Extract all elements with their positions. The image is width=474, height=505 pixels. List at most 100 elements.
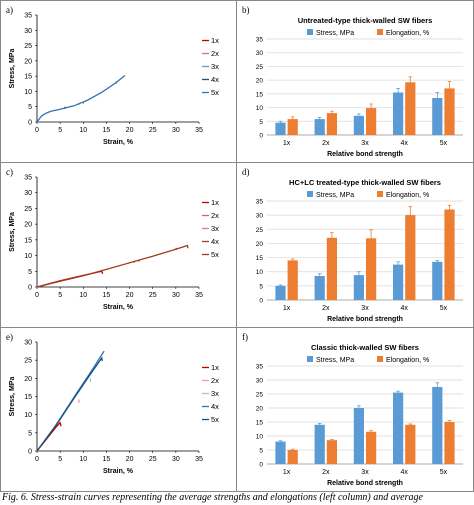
y-tick-label: 0: [259, 298, 263, 305]
x-tick-label: 15: [103, 456, 111, 463]
x-axis-label: Relative bond strength: [327, 480, 403, 487]
panel-c: c) 0 5 10 15 20 25 30 35 0 5 10 15 20 25 30 35 Strain, % S…: [0, 162, 237, 328]
legend-label-2x: 2x: [211, 376, 219, 385]
category-label-5x: 5x: [440, 140, 448, 147]
y-tick-label: 35: [24, 13, 32, 20]
category-label-1x: 1x: [283, 305, 291, 312]
legend-label-elongation: Elongation, %: [386, 357, 429, 364]
legend-label-1x: 1x: [211, 36, 219, 45]
chart-title: HC+LC treated-type thick-walled SW fiber…: [289, 178, 441, 187]
bar-stress-5x: [432, 387, 443, 464]
bar-stress-3x: [353, 115, 364, 135]
y-tick-label: 35: [256, 364, 264, 371]
y-tick-label: 15: [24, 394, 32, 401]
x-tick-label: 20: [126, 127, 134, 134]
x-tick-label: 5: [58, 127, 62, 134]
x-tick-label: 0: [35, 127, 39, 134]
chart-svg-b: b) Untreated-type thick-walled SW fibers S…: [242, 5, 463, 158]
x-tick-label: 30: [172, 456, 180, 463]
y-tick-label: 20: [256, 78, 264, 85]
y-tick-label: 0: [28, 449, 32, 456]
x-tick-label: 20: [126, 292, 134, 299]
legend-label-elongation: Elongation, %: [386, 30, 429, 37]
bar-stress-2x: [314, 276, 325, 300]
x-axis-label: Relative bond strength: [327, 316, 403, 323]
category-label-3x: 3x: [361, 469, 369, 476]
legend-label-stress: Stress, MPa: [316, 192, 354, 199]
x-tick-label: 15: [103, 292, 111, 299]
y-tick-label: 10: [256, 105, 264, 112]
legend-label-1x: 1x: [211, 363, 219, 372]
y-tick-label: 30: [256, 378, 264, 385]
y-tick-label: 20: [24, 58, 32, 65]
x-axis-label: Relative bond strength: [327, 151, 403, 158]
category-label-3x: 3x: [361, 140, 369, 147]
y-tick-label: 0: [28, 120, 32, 127]
legend-swatch-elongation: [377, 191, 383, 197]
x-axis-label: Strain, %: [103, 304, 134, 311]
x-tick-label: 10: [79, 127, 87, 134]
category-label-2x: 2x: [322, 469, 330, 476]
y-tick-label: 25: [256, 64, 264, 71]
y-tick-label: 5: [259, 119, 263, 126]
legend-label-stress: Stress, MPa: [316, 357, 354, 364]
legend-label-2x: 2x: [211, 49, 219, 58]
legend-swatch-elongation: [377, 29, 383, 35]
category-label-5x: 5x: [440, 469, 448, 476]
y-tick-label: 0: [28, 285, 32, 292]
y-tick-label: 10: [24, 253, 32, 260]
y-tick-label: 30: [256, 213, 264, 220]
panel-a: a) 0 5 10 15 20 25 30 35 0 5 10 15 20 25 30 35 Strain, % S…: [0, 0, 237, 163]
bar-stress-1x: [275, 441, 286, 464]
x-tick-label: 25: [149, 456, 157, 463]
bar-stress-3x: [353, 275, 364, 300]
legend-label-3x: 3x: [211, 62, 219, 71]
y-tick-label: 20: [24, 222, 32, 229]
x-tick-label: 35: [195, 456, 203, 463]
chart-title: Untreated-type thick-walled SW fibers: [298, 16, 433, 25]
panel-d: d) HC+LC treated-type thick-walled SW fib…: [236, 162, 474, 328]
bar-elongation-4x: [405, 424, 416, 464]
bar-elongation-2x: [326, 237, 337, 300]
chart-svg-a: a) 0 5 10 15 20 25 30 35 0 5 10 15 20 25 30 35 Strain, % S…: [6, 5, 219, 146]
panel-b: b) Untreated-type thick-walled SW fibers S…: [236, 0, 474, 163]
series-line-4x: [36, 350, 105, 452]
y-tick-label: 35: [256, 37, 264, 44]
y-tick-label: 0: [259, 133, 263, 140]
legend-label-4x: 4x: [211, 237, 219, 246]
x-tick-label: 35: [195, 127, 203, 134]
chart-title: Classic thick-walled SW fibers: [311, 343, 419, 352]
y-tick-label: 0: [259, 462, 263, 469]
legend-label-4x: 4x: [211, 75, 219, 84]
x-axis-label: Strain, %: [103, 468, 134, 475]
y-tick-label: 5: [28, 269, 32, 276]
y-tick-label: 25: [256, 392, 264, 399]
y-tick-label: 10: [24, 89, 32, 96]
x-tick-label: 10: [79, 292, 87, 299]
legend-label-4x: 4x: [211, 402, 219, 411]
legend-label-3x: 3x: [211, 389, 219, 398]
bar-elongation-1x: [287, 119, 298, 135]
bar-elongation-5x: [444, 422, 455, 464]
bar-stress-4x: [393, 392, 404, 464]
series-line-5x: [36, 74, 126, 123]
y-tick-label: 25: [24, 358, 32, 365]
category-label-5x: 5x: [440, 305, 448, 312]
bar-elongation-3x: [366, 431, 377, 464]
category-label-4x: 4x: [400, 305, 408, 312]
y-tick-label: 20: [256, 406, 264, 413]
y-axis-label: Stress, MPa: [9, 49, 16, 89]
x-tick-label: 30: [172, 127, 180, 134]
panel-label: b): [242, 5, 250, 15]
y-tick-label: 10: [256, 434, 264, 441]
bar-stress-5x: [432, 98, 443, 135]
x-tick-label: 30: [172, 292, 180, 299]
x-tick-label: 5: [58, 292, 62, 299]
legend-label-1x: 1x: [211, 198, 219, 207]
bar-elongation-2x: [326, 113, 337, 135]
bar-elongation-5x: [444, 88, 455, 135]
chart-svg-c: c) 0 5 10 15 20 25 30 35 0 5 10 15 20 25 30 35 Strain, % S…: [6, 167, 219, 311]
panel-label: d): [242, 167, 250, 177]
category-label-3x: 3x: [361, 305, 369, 312]
